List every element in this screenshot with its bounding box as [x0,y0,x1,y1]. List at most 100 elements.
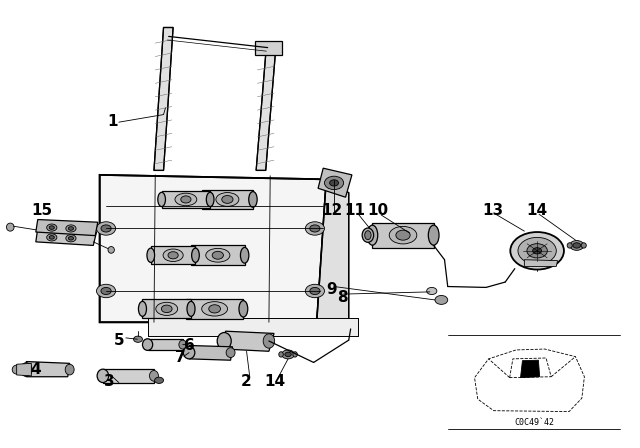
Ellipse shape [163,249,183,262]
Text: 12: 12 [321,203,342,218]
Ellipse shape [279,352,284,357]
Polygon shape [372,223,434,248]
Polygon shape [255,41,282,55]
Ellipse shape [150,370,159,381]
Ellipse shape [293,352,298,357]
Ellipse shape [175,193,197,206]
Ellipse shape [249,192,257,207]
Ellipse shape [216,193,239,207]
Polygon shape [100,175,326,322]
Text: 10: 10 [367,203,388,218]
Ellipse shape [241,247,249,263]
Circle shape [573,243,580,248]
Ellipse shape [263,334,275,348]
Text: 14: 14 [265,374,286,389]
Ellipse shape [206,192,214,207]
Text: 9: 9 [326,282,337,297]
Circle shape [155,377,164,383]
Polygon shape [524,260,557,267]
Ellipse shape [187,247,195,263]
Text: 15: 15 [31,203,52,218]
Circle shape [134,336,143,342]
Circle shape [68,237,74,240]
Circle shape [222,195,233,203]
Text: 4: 4 [31,362,41,377]
Ellipse shape [97,369,109,383]
Ellipse shape [581,243,586,248]
Ellipse shape [198,192,206,207]
Circle shape [47,224,57,231]
Circle shape [49,236,54,239]
Text: 1: 1 [108,114,118,129]
Text: 14: 14 [527,203,548,218]
Polygon shape [103,369,154,383]
Circle shape [282,350,294,359]
Circle shape [209,305,221,313]
Circle shape [161,305,172,313]
Ellipse shape [158,192,166,207]
Circle shape [47,234,57,241]
Ellipse shape [156,302,178,315]
Ellipse shape [12,365,21,374]
Ellipse shape [183,346,195,359]
Ellipse shape [226,348,235,358]
Circle shape [97,222,116,235]
Ellipse shape [138,302,147,316]
Circle shape [305,284,324,297]
Circle shape [66,235,76,242]
Polygon shape [143,299,191,318]
Circle shape [180,196,191,203]
Ellipse shape [179,340,186,349]
Text: 6: 6 [184,338,195,353]
Ellipse shape [6,223,14,231]
Ellipse shape [365,231,371,240]
Circle shape [66,225,76,232]
Ellipse shape [428,225,439,245]
Ellipse shape [108,246,115,253]
Polygon shape [317,179,349,329]
Polygon shape [26,362,70,377]
Circle shape [324,176,344,190]
Polygon shape [151,246,195,264]
Circle shape [101,288,111,295]
Text: 7: 7 [175,350,186,366]
Text: C0C49`42: C0C49`42 [514,418,554,427]
Ellipse shape [389,226,417,244]
Ellipse shape [143,339,153,350]
Ellipse shape [217,332,231,349]
Ellipse shape [205,248,230,262]
Ellipse shape [239,301,248,317]
Polygon shape [191,246,244,265]
Circle shape [570,241,584,250]
Ellipse shape [182,301,190,317]
Ellipse shape [65,364,74,375]
Circle shape [435,296,448,304]
Ellipse shape [191,248,199,263]
Ellipse shape [20,363,32,376]
Circle shape [49,226,54,229]
Circle shape [168,252,178,259]
Ellipse shape [367,225,378,245]
Circle shape [212,251,223,259]
Polygon shape [148,339,182,350]
Circle shape [310,225,320,232]
Polygon shape [36,228,97,246]
Circle shape [68,227,74,230]
Circle shape [527,244,547,258]
Polygon shape [189,345,232,360]
Ellipse shape [147,248,155,263]
Ellipse shape [362,228,374,242]
Polygon shape [36,220,98,236]
Text: 5: 5 [113,332,124,348]
Polygon shape [202,190,253,209]
Polygon shape [224,331,274,351]
Polygon shape [256,54,275,170]
Text: 8: 8 [337,290,348,305]
Circle shape [396,230,410,240]
Circle shape [427,288,437,295]
Polygon shape [318,168,352,197]
Circle shape [532,248,541,254]
Ellipse shape [567,243,572,248]
Ellipse shape [187,302,195,316]
Polygon shape [154,27,173,170]
